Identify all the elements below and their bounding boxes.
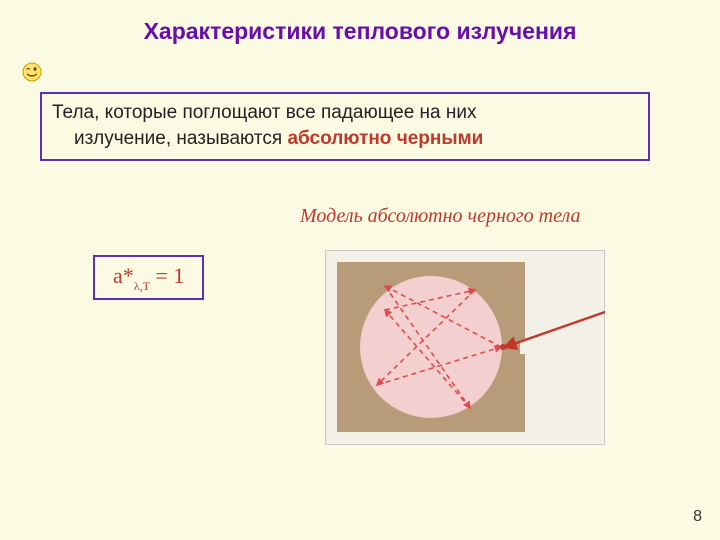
definition-box: Тела, которые поглощают все падающее на …	[40, 92, 650, 161]
definition-highlight: абсолютно черными	[287, 128, 483, 149]
definition-line2-prefix: излучение, называются	[74, 128, 287, 149]
page-title: Характеристики теплового излучения	[0, 0, 720, 45]
definition-line1: Тела, которые поглощают все падающее на …	[52, 102, 477, 123]
blackbody-diagram	[325, 250, 605, 445]
formula-sub: λ,T	[134, 279, 150, 293]
formula-box: a*λ,T = 1	[93, 255, 204, 300]
diagram-caption: Модель абсолютно черного тела	[300, 205, 580, 228]
page-number: 8	[693, 508, 702, 526]
formula-eq: = 1	[150, 263, 184, 288]
smiley-icon	[22, 62, 42, 82]
formula-base: a*	[113, 263, 134, 288]
